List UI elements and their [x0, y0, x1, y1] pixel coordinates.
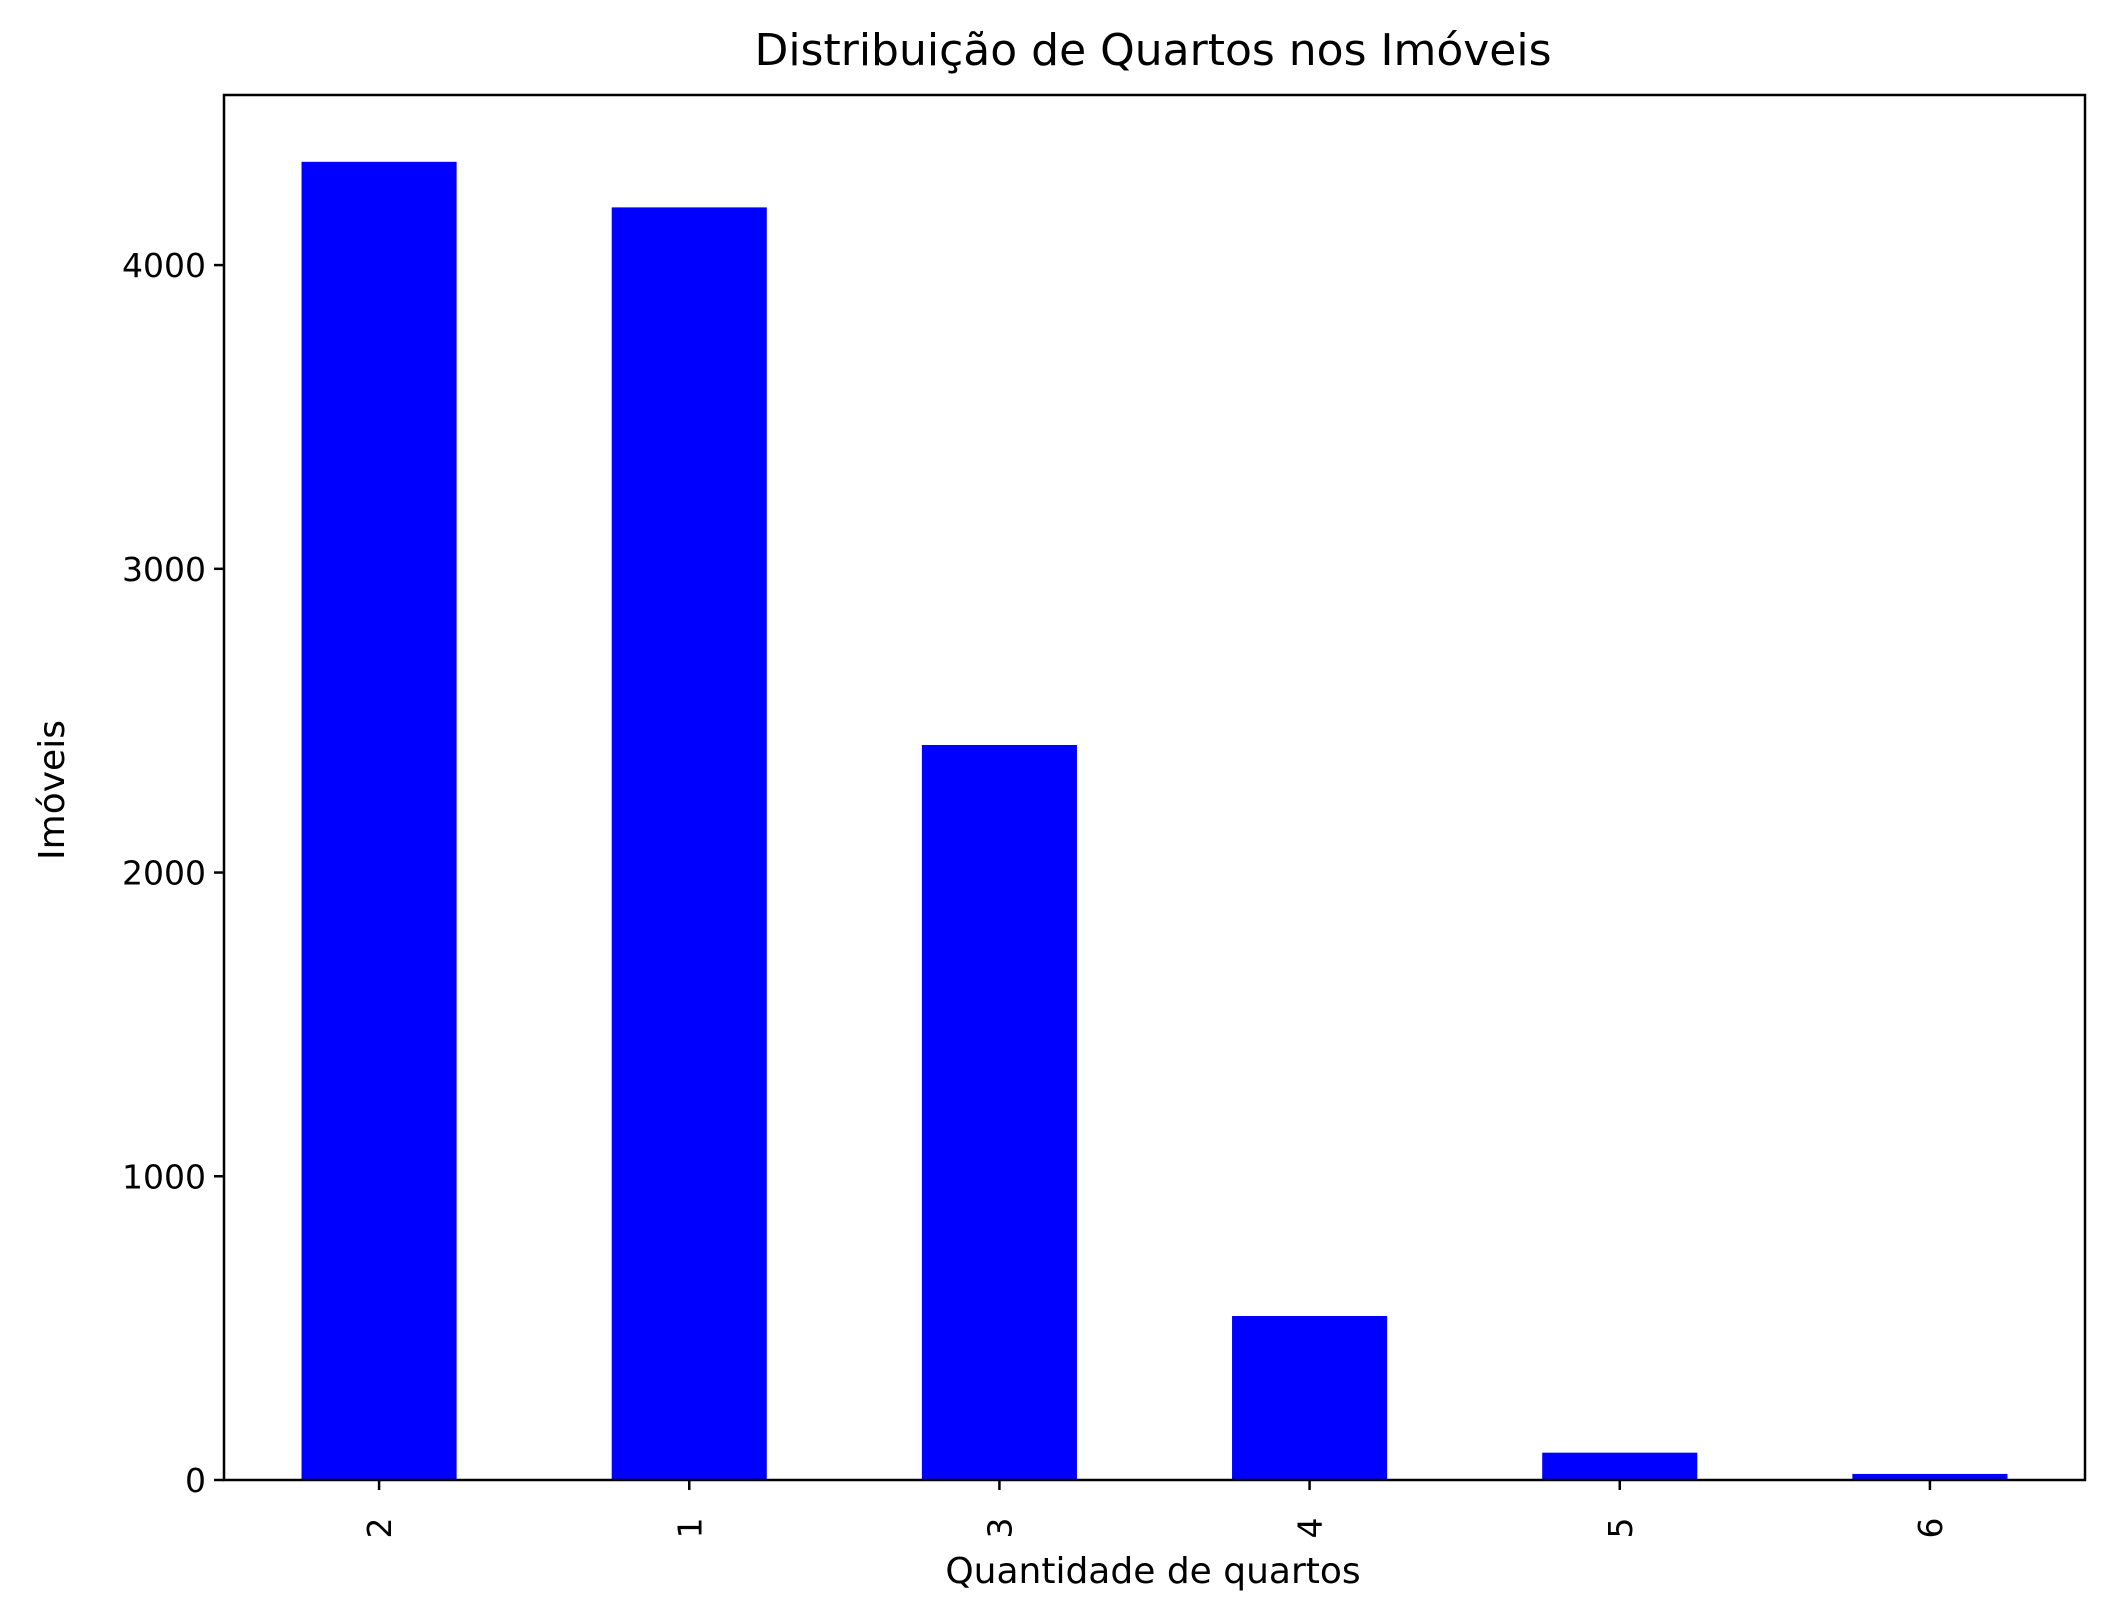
x-axis-ticks: 2 1 3 4 5 6 — [360, 1480, 1950, 1539]
bar-3 — [921, 744, 1077, 1480]
y-tick-label: 4000 — [122, 246, 206, 285]
y-tick-label: 1000 — [122, 1157, 206, 1196]
bar-4 — [1232, 1315, 1388, 1480]
x-tick-label: 6 — [1911, 1518, 1950, 1539]
x-tick-label: 3 — [980, 1518, 1019, 1539]
plot-frame — [222, 93, 2087, 1482]
x-tick-label: 1 — [670, 1518, 709, 1539]
bar-5 — [1542, 1452, 1698, 1480]
y-tick-label: 2000 — [122, 854, 206, 893]
bar-1 — [611, 207, 767, 1480]
bar-2 — [301, 161, 457, 1480]
x-axis-label: Quantidade de quartos — [945, 1551, 1360, 1592]
y-axis-label: Imóveis — [32, 720, 73, 860]
x-tick-label: 2 — [360, 1518, 399, 1539]
bars-group — [301, 161, 2008, 1480]
x-tick-label: 5 — [1601, 1518, 1640, 1539]
chart-title: Distribuição de Quartos nos Imóveis — [754, 25, 1551, 76]
y-tick-label: 0 — [185, 1461, 206, 1500]
bar-6 — [1852, 1473, 2008, 1480]
y-axis-ticks: 0 1000 2000 3000 4000 — [122, 246, 224, 1500]
x-tick-label: 4 — [1291, 1518, 1330, 1539]
y-tick-label: 3000 — [122, 550, 206, 589]
